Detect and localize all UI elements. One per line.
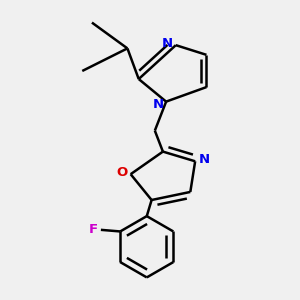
Text: O: O: [116, 166, 127, 179]
Text: N: N: [162, 37, 173, 50]
Text: N: N: [152, 98, 164, 111]
Text: F: F: [88, 223, 98, 236]
Text: N: N: [199, 153, 210, 166]
